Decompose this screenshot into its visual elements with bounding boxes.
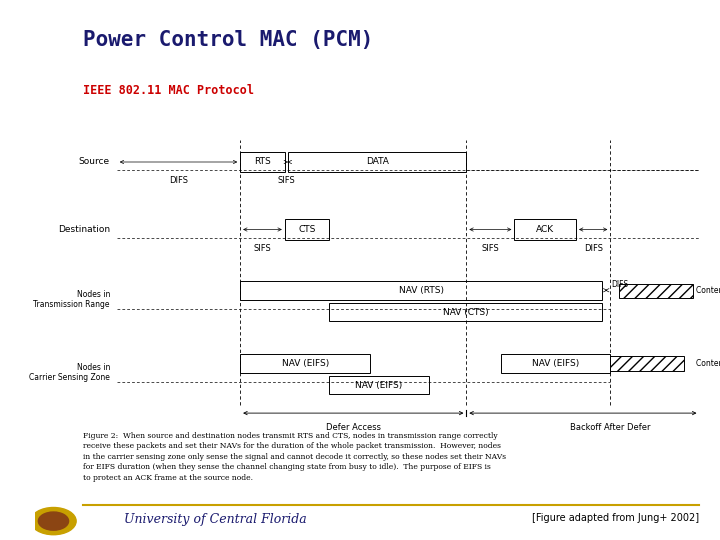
Text: CTS: CTS xyxy=(298,225,315,234)
Text: RTS: RTS xyxy=(254,158,271,166)
FancyBboxPatch shape xyxy=(240,152,284,172)
Text: Contention Window: Contention Window xyxy=(696,286,720,295)
FancyBboxPatch shape xyxy=(329,303,602,321)
Text: DIFS: DIFS xyxy=(169,176,188,185)
Text: SIFS: SIFS xyxy=(278,176,295,185)
Text: NAV (EIFS): NAV (EIFS) xyxy=(532,359,579,368)
FancyBboxPatch shape xyxy=(288,152,467,172)
Text: NAV (RTS): NAV (RTS) xyxy=(399,286,444,295)
FancyBboxPatch shape xyxy=(611,356,684,371)
Text: SIFS: SIFS xyxy=(482,244,499,253)
Text: DIFS: DIFS xyxy=(584,244,603,253)
Text: Source: Source xyxy=(78,158,110,166)
Circle shape xyxy=(31,508,76,535)
Text: NAV (CTS): NAV (CTS) xyxy=(443,308,488,317)
Text: ACK: ACK xyxy=(536,225,554,234)
FancyBboxPatch shape xyxy=(240,281,602,300)
Circle shape xyxy=(38,512,68,530)
FancyBboxPatch shape xyxy=(514,219,576,240)
Text: Destination: Destination xyxy=(58,225,110,234)
Text: Defer Access: Defer Access xyxy=(325,423,381,432)
Text: [Figure adapted from Jung+ 2002]: [Figure adapted from Jung+ 2002] xyxy=(532,513,699,523)
Text: DIFS: DIFS xyxy=(612,280,629,289)
Text: Figure 2:  When source and destination nodes transmit RTS and CTS, nodes in tran: Figure 2: When source and destination no… xyxy=(83,432,505,482)
Text: NAV (EIFS): NAV (EIFS) xyxy=(356,381,402,390)
Text: DATA: DATA xyxy=(366,158,389,166)
Text: IEEE 802.11 MAC Protocol: IEEE 802.11 MAC Protocol xyxy=(83,84,253,97)
Text: NAV (EIFS): NAV (EIFS) xyxy=(282,359,329,368)
FancyBboxPatch shape xyxy=(284,219,329,240)
FancyBboxPatch shape xyxy=(500,354,611,373)
Text: Nodes in
Carrier Sensing Zone: Nodes in Carrier Sensing Zone xyxy=(29,363,110,382)
Text: Power Control MAC (PCM): Power Control MAC (PCM) xyxy=(83,30,373,50)
FancyBboxPatch shape xyxy=(329,376,428,394)
Text: Nodes in
Transmission Range: Nodes in Transmission Range xyxy=(33,290,110,309)
Text: SIFS: SIFS xyxy=(253,244,271,253)
FancyBboxPatch shape xyxy=(618,284,693,298)
Text: Backoff After Defer: Backoff After Defer xyxy=(570,423,651,432)
Text: Contention Window: Contention Window xyxy=(696,359,720,368)
FancyBboxPatch shape xyxy=(240,354,370,373)
Text: University of Central Florida: University of Central Florida xyxy=(124,513,307,526)
